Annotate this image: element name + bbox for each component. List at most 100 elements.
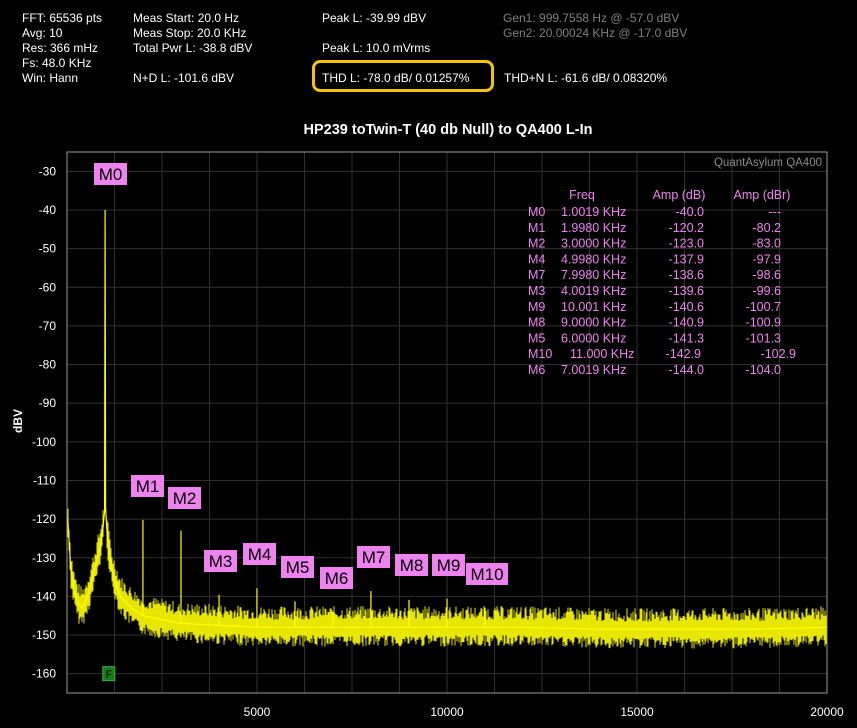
table-cell-freq: 4.9980 KHz	[561, 252, 626, 266]
table-cell-amp-dbr: -80.2	[753, 221, 782, 235]
y-tick-label: -110	[33, 473, 56, 487]
table-cell-marker: M1	[528, 221, 545, 235]
marker-label-m4: M4	[248, 545, 272, 564]
table-header: Amp (dB)	[653, 188, 706, 202]
total-power-readout: Total Pwr L: -38.8 dBV	[133, 41, 253, 55]
x-tick-label: 5000	[244, 705, 271, 719]
marker-tag-m1	[131, 475, 164, 497]
f-marker-label: F	[106, 670, 112, 681]
y-axis-label: dBV	[11, 409, 25, 433]
marker-label-m0: M0	[99, 165, 123, 184]
table-cell-freq: 10.001 KHz	[561, 300, 626, 314]
marker-tag-m3	[204, 550, 237, 572]
y-tick-label: -130	[32, 551, 56, 565]
x-tick-label: 20000	[810, 705, 844, 719]
table-cell-marker: M7	[528, 268, 545, 282]
f-marker-group: F	[102, 666, 116, 682]
table-cell-freq: 9.0000 KHz	[561, 316, 626, 330]
table-cell-amp-db: -138.6	[669, 268, 704, 282]
y-tick-label: -140	[32, 589, 56, 603]
table-header: Amp (dBr)	[734, 188, 791, 202]
table-cell-freq: 1.0019 KHz	[561, 205, 626, 219]
table-cell-amp-db: -139.6	[669, 284, 704, 298]
table-cell-marker: M9	[528, 300, 545, 314]
y-tick-label: -150	[32, 628, 56, 642]
x-tick-label: 15000	[620, 705, 654, 719]
table-cell-amp-db: -40.0	[676, 205, 705, 219]
table-cell-marker: M6	[528, 363, 545, 377]
fft-size-readout: FFT: 65536 pts	[22, 11, 103, 25]
marker-tag-m0	[94, 163, 127, 185]
y-tick-label: -50	[39, 242, 57, 256]
table-cell-freq: 1.9980 KHz	[561, 221, 626, 235]
marker-tag-m7	[357, 546, 390, 568]
table-cell-marker: M2	[528, 237, 545, 251]
y-tick-label: -70	[39, 319, 57, 333]
peak-vrms-readout: Peak L: 10.0 mVrms	[322, 41, 431, 55]
table-cell-amp-dbr: -98.6	[753, 268, 782, 282]
thdn-readout: THD+N L: -61.6 dB/ 0.08320%	[504, 71, 668, 85]
x-tick-label: 10000	[430, 705, 464, 719]
marker-tag-m5	[281, 556, 314, 578]
y-tick-label: -60	[39, 280, 57, 294]
table-cell-marker: M5	[528, 331, 545, 345]
marker-labels: M0 M1 M2 M3 M4 M5 M6 M7 M8 M9 M10	[94, 163, 508, 589]
table-cell-amp-db: -140.6	[669, 300, 704, 314]
marker-table: Freq Amp (dB) Amp (dBr) M0 1.0019 KHz -40.0 --…	[528, 188, 796, 377]
y-tick-label: -160	[32, 667, 56, 681]
marker-label-m3: M3	[209, 552, 233, 571]
marker-tag-m6	[320, 567, 353, 589]
table-cell-amp-dbr: ---	[769, 205, 782, 219]
marker-label-m8: M8	[400, 556, 424, 575]
resolution-readout: Res: 366 mHz	[22, 41, 99, 55]
marker-label-m9: M9	[437, 556, 461, 575]
marker-label-m1: M1	[136, 477, 160, 496]
table-cell-amp-dbr: -100.9	[746, 316, 781, 330]
table-cell-freq: 7.0019 KHz	[561, 363, 626, 377]
marker-tag-m8	[395, 554, 428, 576]
marker-tag-m4	[243, 543, 276, 565]
marker-label-m5: M5	[286, 558, 310, 577]
table-cell-amp-dbr: -83.0	[753, 237, 782, 251]
table-cell-amp-dbr: -102.9	[761, 347, 796, 361]
thd-readout: THD L: -78.0 dB/ 0.01257%	[322, 71, 470, 85]
y-tick-label: -120	[32, 512, 56, 526]
table-cell-marker: M0	[528, 205, 545, 219]
table-cell-amp-db: -144.0	[669, 363, 704, 377]
y-tick-label: -80	[39, 358, 57, 372]
table-cell-marker: M4	[528, 252, 545, 266]
watermark: QuantAsylum QA400	[714, 157, 822, 169]
marker-label-m6: M6	[325, 569, 349, 588]
y-tick-label: -40	[39, 203, 57, 217]
marker-label-m10: M10	[470, 565, 503, 584]
f-marker-box	[102, 666, 116, 682]
table-cell-amp-db: -120.2	[669, 221, 704, 235]
table-cell-amp-db: -140.9	[669, 316, 704, 330]
meas-start-readout: Meas Start: 20.0 Hz	[133, 11, 240, 25]
generator1-readout: Gen1: 999.7558 Hz @ -57.0 dBV	[503, 11, 680, 25]
table-cell-amp-db: -141.3	[669, 331, 704, 345]
spectrum-trace-group	[67, 209, 828, 649]
table-cell-amp-dbr: -99.6	[753, 284, 782, 298]
peak-dbv-readout: Peak L: -39.99 dBV	[322, 11, 427, 25]
table-cell-freq: 4.0019 KHz	[561, 284, 626, 298]
table-cell-amp-db: -142.9	[666, 347, 701, 361]
window-readout: Win: Hann	[22, 71, 79, 85]
table-cell-marker: M10	[528, 347, 552, 361]
marker-tag-m10	[466, 563, 508, 585]
noise-distortion-readout: N+D L: -101.6 dBV	[133, 71, 235, 85]
table-cell-amp-dbr: -100.7	[746, 300, 781, 314]
chart-title: HP239 toTwin-T (40 db Null) to QA400 L-I…	[304, 122, 593, 138]
table-cell-amp-db: -137.9	[669, 252, 704, 266]
table-cell-marker: M8	[528, 316, 545, 330]
table-cell-amp-db: -123.0	[669, 237, 704, 251]
noise-floor	[67, 508, 827, 649]
table-cell-amp-dbr: -104.0	[746, 363, 781, 377]
marker-tag-m9	[432, 554, 465, 576]
axis-ticks: -30 -40 -50 -60 -70 -80 -90 -100 -110 -120 -130 -14…	[32, 164, 844, 719]
table-cell-freq: 6.0000 KHz	[561, 331, 626, 345]
y-tick-label: -30	[39, 164, 57, 178]
y-tick-label: -90	[39, 396, 57, 410]
marker-label-m2: M2	[173, 489, 197, 508]
